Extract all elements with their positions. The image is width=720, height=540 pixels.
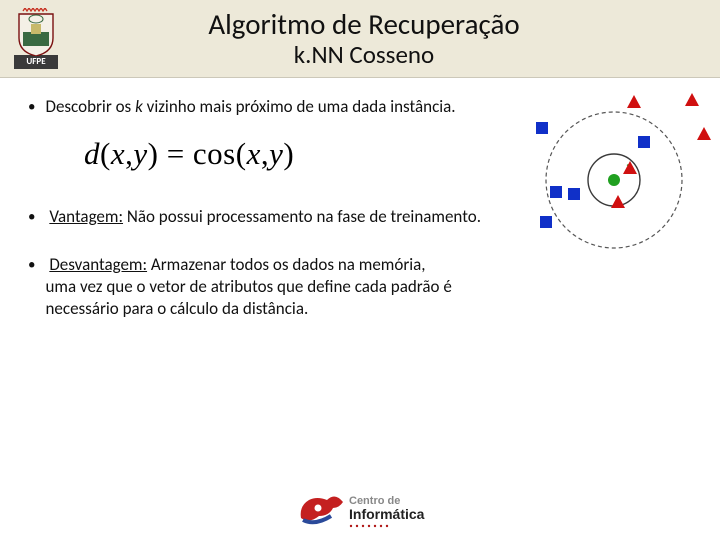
bullet-dot: • — [28, 254, 35, 276]
paren: ( — [100, 136, 111, 171]
sym-x: x — [111, 136, 125, 171]
label-advantage: Vantagem: — [49, 206, 123, 227]
page-title: Algoritmo de Recuperação — [64, 9, 664, 39]
paren: ) — [148, 136, 159, 171]
logo-tag: UFPE — [14, 55, 58, 69]
sym-y: y — [133, 136, 147, 171]
label-disadvantage: Desvantagem: — [49, 254, 147, 275]
paren: ) — [283, 136, 294, 171]
text: uma vez que o vetor de atributos que def… — [45, 276, 451, 319]
equals: = — [158, 136, 192, 171]
footer-bottom: Informática — [349, 506, 425, 522]
text: Não possui processamento na fase de trei… — [123, 206, 481, 227]
comma: , — [261, 136, 269, 171]
text: Descobrir os — [45, 96, 135, 117]
bullet-dot: • — [28, 96, 35, 118]
slide-header: UFPE Algoritmo de Recuperação k.NN Cosse… — [0, 0, 720, 78]
sym-d: d — [84, 136, 100, 171]
paren: ( — [236, 136, 247, 171]
bullet-dot: • — [28, 206, 35, 228]
sym-x: x — [247, 136, 261, 171]
page-subtitle: k.NN Cosseno — [64, 42, 664, 68]
text: vizinho mais próximo de uma dada instânc… — [143, 96, 456, 117]
bullet-1: • Descobrir os k vizinho mais próximo de… — [28, 96, 468, 118]
bullet-2: • Vantagem: Não possui processamento na … — [28, 206, 508, 228]
bullet-3: • Desvantagem: Armazenar todos os dados … — [28, 254, 508, 320]
knn-diagram: ? — [496, 92, 716, 262]
bullet-text: Vantagem: Não possui processamento na fa… — [45, 206, 481, 228]
text: Armazenar todos os dados na memória, — [147, 254, 425, 275]
institution-logo: UFPE — [8, 8, 64, 69]
var-k: k — [135, 96, 143, 117]
footer-logo: Centro de Informática — [295, 486, 425, 534]
fn-cos: cos — [193, 136, 236, 171]
title-block: Algoritmo de Recuperação k.NN Cosseno — [64, 9, 720, 68]
bullet-text: Desvantagem: Armazenar todos os dados na… — [45, 254, 508, 320]
bullet-text: Descobrir os k vizinho mais próximo de u… — [45, 96, 455, 118]
sym-y: y — [269, 136, 283, 171]
crest-icon — [15, 8, 57, 56]
